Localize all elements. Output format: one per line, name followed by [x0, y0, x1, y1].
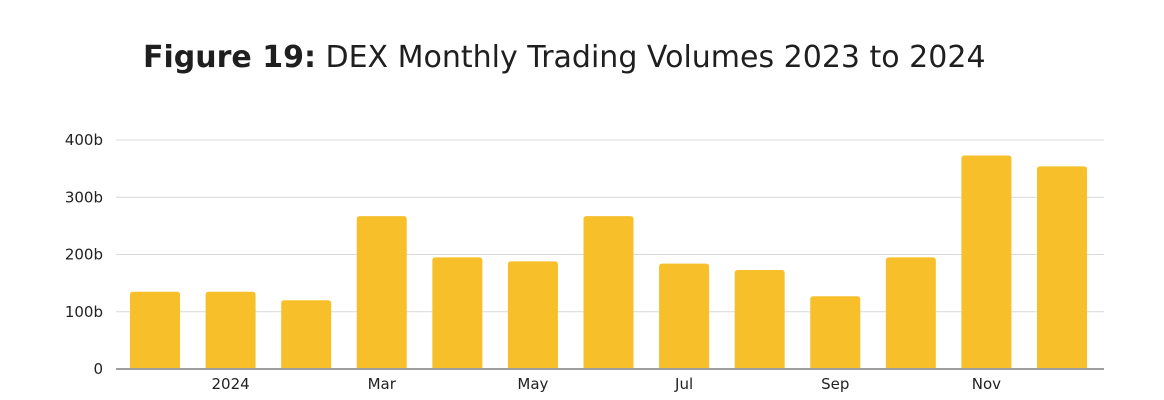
y-tick-label: 0 [93, 360, 103, 378]
y-tick-label: 200b [65, 246, 103, 264]
x-tick-label: Mar [368, 375, 397, 393]
bar [205, 291, 256, 369]
bar [810, 296, 861, 369]
x-tick-label: May [517, 375, 548, 393]
bar [1037, 166, 1087, 369]
y-tick-label: 400b [65, 131, 103, 149]
chart-title-prefix: Figure 19: [143, 40, 316, 75]
bar [734, 269, 785, 369]
chart-title: Figure 19: DEX Monthly Trading Volumes 2… [143, 40, 986, 75]
bar [130, 291, 180, 369]
x-tick-label: Nov [972, 375, 1001, 393]
y-tick-label: 300b [65, 188, 103, 206]
x-tick-label: Jul [674, 375, 693, 393]
bar [961, 155, 1012, 369]
x-tick-label: 2024 [211, 375, 249, 393]
bar [432, 257, 483, 369]
chart-title-text: DEX Monthly Trading Volumes 2023 to 2024 [325, 40, 986, 75]
bar [583, 216, 634, 369]
bar [885, 257, 936, 369]
bar [659, 263, 710, 369]
y-tick-label: 100b [65, 303, 103, 321]
bar [356, 216, 407, 369]
x-tick-label: Sep [821, 375, 849, 393]
bar [507, 261, 558, 369]
bar [281, 300, 332, 369]
